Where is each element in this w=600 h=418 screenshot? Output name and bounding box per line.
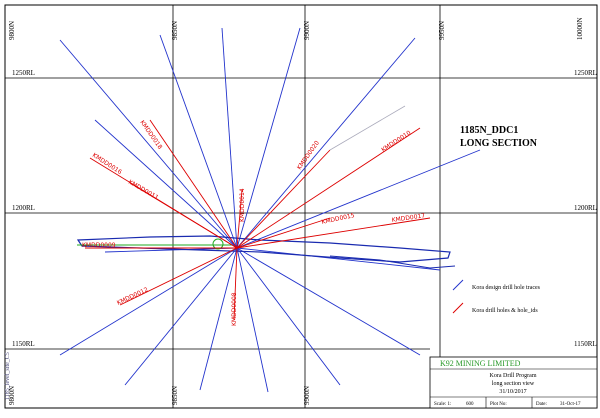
date-label: Date: xyxy=(536,402,547,407)
column-label: 9950N xyxy=(438,21,446,40)
hole-label: KMDD0014 xyxy=(239,188,246,222)
row-label: 1150RL xyxy=(574,340,597,348)
column-label: 9800N xyxy=(8,21,16,40)
legend-label: Kora design drill hole traces xyxy=(472,285,541,291)
scale: 600 xyxy=(466,402,474,407)
row-labels: 1250RL 1250RL 1200RL 1200RL 1150RL 1150R… xyxy=(12,69,597,348)
row-label: 1200RL xyxy=(12,204,35,212)
section-subtitle: LONG SECTION xyxy=(460,138,538,149)
legend-swatch xyxy=(452,302,464,314)
column-label: 10000N xyxy=(576,17,584,40)
legend-swatch xyxy=(452,279,464,291)
side-note: 1185_level_site_C5 xyxy=(5,352,11,400)
row-label: 1250RL xyxy=(12,69,35,77)
column-label: 9850N xyxy=(171,386,179,405)
column-label: 9800N xyxy=(8,386,16,405)
hole-label: KMDD0008 xyxy=(231,292,238,326)
column-label: 9900N xyxy=(303,21,311,40)
view-name: long section view xyxy=(492,381,535,387)
hole-label: KMDD0009 xyxy=(82,242,116,249)
plot-label: Plot No: xyxy=(490,402,507,407)
section-title: 1185N_DDC1 xyxy=(460,125,518,136)
hole-extension xyxy=(329,105,406,151)
plot-date: 31-Oct-17 xyxy=(560,402,581,407)
company: K92 MINING LIMITED xyxy=(440,359,521,368)
scale-label: Scale: 1: xyxy=(434,402,451,407)
project: Kora Drill Program xyxy=(490,373,537,379)
hole-label: KMDD0017 xyxy=(391,212,425,224)
design-traces xyxy=(59,27,481,393)
column-label: 9900N xyxy=(303,386,311,405)
date: 31/10/2017 xyxy=(499,389,526,395)
column-label: 9850N xyxy=(171,21,179,40)
drill-holes xyxy=(85,119,431,321)
drift-outline xyxy=(76,235,451,263)
row-label: 1200RL xyxy=(574,204,597,212)
row-label: 1250RL xyxy=(574,69,597,77)
row-label: 1150RL xyxy=(12,340,35,348)
green-mark xyxy=(212,238,224,250)
column-labels: 9800N 9850N 9900N 9950N 10000N 9800N 985… xyxy=(8,17,584,405)
title-block: K92 MINING LIMITED Kora Drill Program lo… xyxy=(429,356,598,409)
drift-branch xyxy=(329,255,456,269)
legend-label: Kora drill holes & hole_ids xyxy=(472,308,538,314)
